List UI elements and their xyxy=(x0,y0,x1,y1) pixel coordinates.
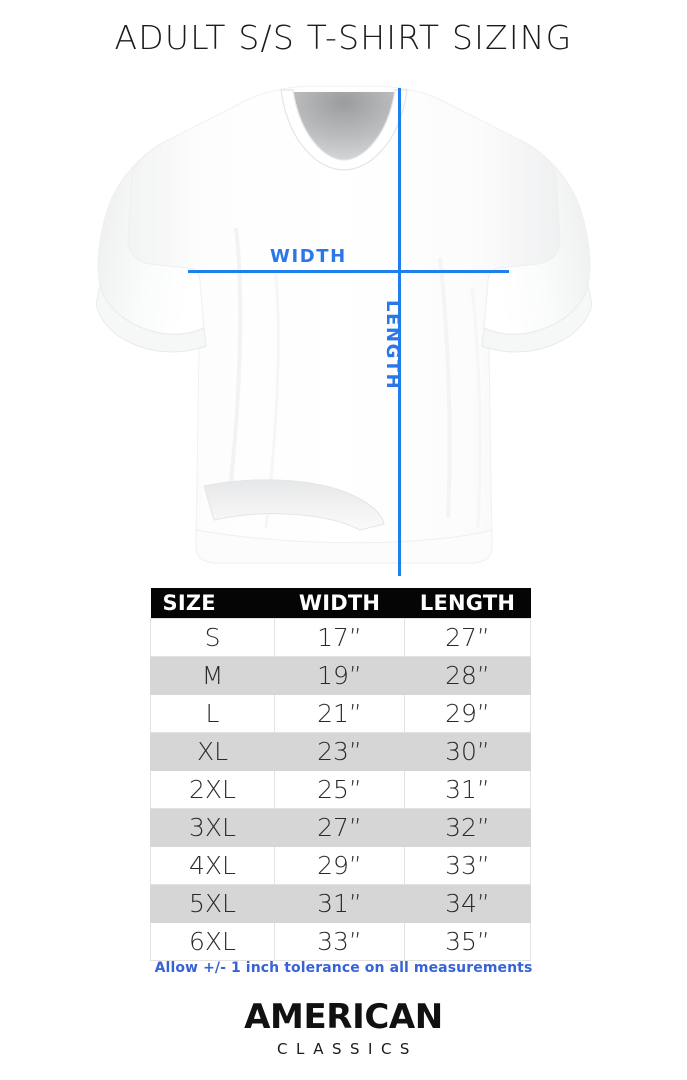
shirt-right-cuff xyxy=(481,284,593,353)
cell-width: 23” xyxy=(274,731,405,771)
table-row: XL 23” 30” xyxy=(150,731,531,771)
shirt-neck-opening xyxy=(293,92,395,160)
cell-size: 3XL xyxy=(150,807,275,847)
brand-name-secondary: CLASSICS xyxy=(277,1040,418,1058)
cell-length: 34” xyxy=(404,883,531,923)
cell-length: 28” xyxy=(404,655,531,695)
column-header-size: SIZE xyxy=(150,588,275,618)
cell-width: 33” xyxy=(274,921,405,961)
column-header-length: LENGTH xyxy=(404,588,531,618)
brand-name-primary: AMERICAN xyxy=(244,997,443,1037)
page-title: ADULT S/S T-SHIRT SIZING xyxy=(114,18,573,57)
fabric-fold xyxy=(470,287,482,529)
column-header-width: WIDTH xyxy=(274,588,405,618)
cell-length: 29” xyxy=(404,693,531,733)
cell-length: 31” xyxy=(404,769,531,809)
table-row: 4XL 29” 33” xyxy=(150,845,531,885)
table-row: M 19” 28” xyxy=(150,655,531,695)
cell-size: L xyxy=(150,693,275,733)
tshirt-illustration xyxy=(0,78,687,578)
shirt-bottom-hem xyxy=(195,529,493,564)
cell-width: 25” xyxy=(274,769,405,809)
cell-length: 32” xyxy=(404,807,531,847)
table-row: L 21” 29” xyxy=(150,693,531,733)
table-header-row: SIZE WIDTH LENGTH xyxy=(150,588,531,618)
cell-length: 33” xyxy=(404,845,531,885)
fabric-fold xyxy=(226,227,243,509)
cell-size: 5XL xyxy=(150,883,275,923)
shirt-collar-rib xyxy=(280,89,408,171)
cell-size: 4XL xyxy=(150,845,275,885)
cell-width: 27” xyxy=(274,807,405,847)
cell-size: 6XL xyxy=(150,921,275,961)
size-chart-table: SIZE WIDTH LENGTH S 17” 27” M 19” 28” L … xyxy=(150,588,531,961)
shirt-left-cuff xyxy=(95,284,207,353)
cell-size: XL xyxy=(150,731,275,771)
cell-size: S xyxy=(150,617,275,657)
cell-width: 17” xyxy=(274,617,405,657)
brand-logo: AMERICAN CLASSICS xyxy=(0,1000,687,1058)
cell-length: 30” xyxy=(404,731,531,771)
cell-width: 21” xyxy=(274,693,405,733)
table-row: 6XL 33” 35” xyxy=(150,921,531,961)
cell-width: 31” xyxy=(274,883,405,923)
cell-size: M xyxy=(150,655,275,695)
cell-length: 27” xyxy=(404,617,531,657)
table-row: 2XL 25” 31” xyxy=(150,769,531,809)
table-row: 5XL 31” 34” xyxy=(150,883,531,923)
tolerance-note: Allow +/- 1 inch tolerance on all measur… xyxy=(154,960,533,976)
tshirt-graphic xyxy=(95,85,593,564)
table-row: S 17” 27” xyxy=(150,617,531,657)
cell-length: 35” xyxy=(404,921,531,961)
shirt-hem-fold xyxy=(203,479,385,531)
table-row: 3XL 27” 32” xyxy=(150,807,531,847)
table-body: S 17” 27” M 19” 28” L 21” 29” XL 23” 30”… xyxy=(150,617,531,961)
fabric-fold xyxy=(438,257,452,519)
cell-width: 29” xyxy=(274,845,405,885)
cell-width: 19” xyxy=(274,655,405,695)
table-header: SIZE WIDTH LENGTH xyxy=(150,588,531,618)
cell-size: 2XL xyxy=(150,769,275,809)
